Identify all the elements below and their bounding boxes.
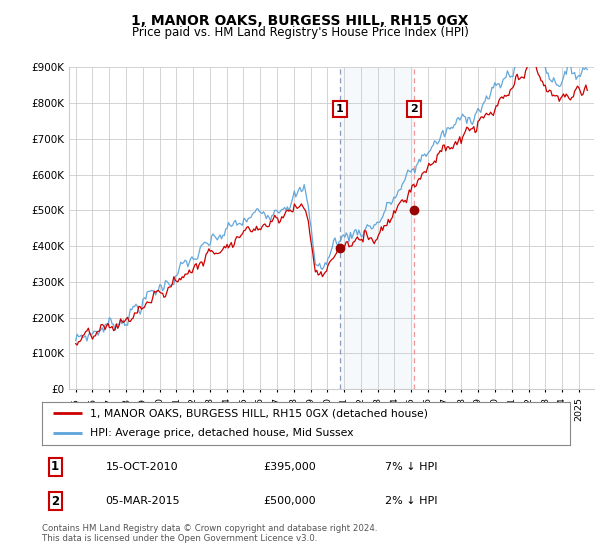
Text: 15-OCT-2010: 15-OCT-2010 — [106, 462, 178, 472]
Text: 1: 1 — [51, 460, 59, 473]
Text: 2: 2 — [410, 104, 418, 114]
Text: 7% ↓ HPI: 7% ↓ HPI — [385, 462, 438, 472]
Text: £395,000: £395,000 — [264, 462, 317, 472]
Bar — [340, 67, 414, 389]
Text: Price paid vs. HM Land Registry's House Price Index (HPI): Price paid vs. HM Land Registry's House … — [131, 26, 469, 39]
Text: 2% ↓ HPI: 2% ↓ HPI — [385, 496, 438, 506]
Text: 1: 1 — [336, 104, 344, 114]
Text: 2: 2 — [51, 494, 59, 508]
Text: HPI: Average price, detached house, Mid Sussex: HPI: Average price, detached house, Mid … — [89, 428, 353, 438]
Text: £500,000: £500,000 — [264, 496, 316, 506]
Text: 1, MANOR OAKS, BURGESS HILL, RH15 0GX (detached house): 1, MANOR OAKS, BURGESS HILL, RH15 0GX (d… — [89, 408, 428, 418]
Text: 05-MAR-2015: 05-MAR-2015 — [106, 496, 180, 506]
Text: 1, MANOR OAKS, BURGESS HILL, RH15 0GX: 1, MANOR OAKS, BURGESS HILL, RH15 0GX — [131, 14, 469, 28]
Text: Contains HM Land Registry data © Crown copyright and database right 2024.
This d: Contains HM Land Registry data © Crown c… — [42, 524, 377, 543]
